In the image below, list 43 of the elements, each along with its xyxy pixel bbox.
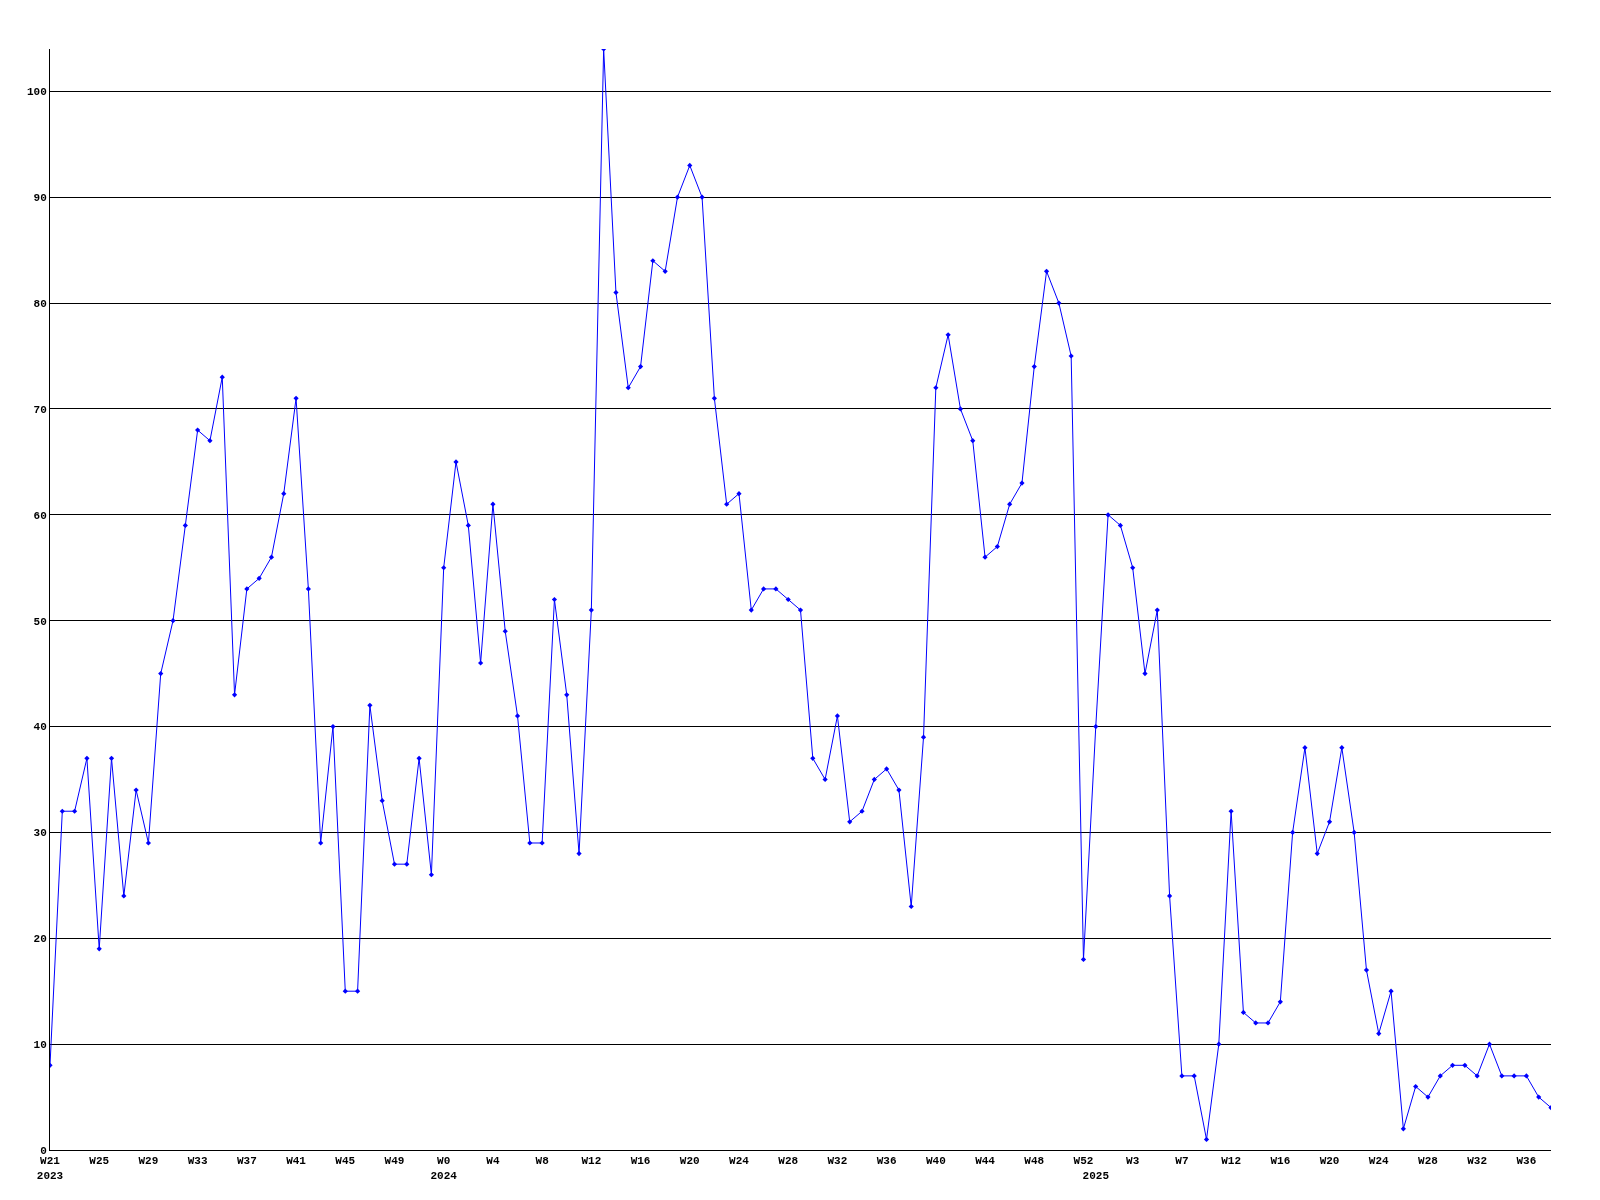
x-tick-label: W36 [876, 1155, 897, 1168]
x-tick-label: W3 [1126, 1155, 1140, 1168]
x-tick-label: W28 [778, 1155, 799, 1168]
x-tick-label: W20 [679, 1155, 700, 1168]
y-tick-label: 30 [33, 827, 47, 840]
x-tick-label: W28 [1418, 1155, 1439, 1168]
x-tick-label: W4 [486, 1155, 500, 1168]
x-tick-label: W36 [1516, 1155, 1537, 1168]
x-tick-label: W40 [925, 1155, 946, 1168]
y-tick-label: 60 [33, 509, 47, 522]
x-tick-label: W12 [581, 1155, 602, 1168]
x-tick-label: W49 [384, 1155, 405, 1168]
y-tick-label: 90 [33, 192, 47, 205]
y-tick-label: 20 [33, 933, 47, 946]
x-tick-label: W20 [1319, 1155, 1340, 1168]
x-tick-label: W0 2024 [430, 1155, 458, 1182]
x-tick-label: W41 [286, 1155, 307, 1168]
x-tick-label: W29 [138, 1155, 159, 1168]
x-tick-label: W16 [1270, 1155, 1291, 1168]
x-tick-label: W32 [827, 1155, 848, 1168]
y-tick-label: 40 [33, 721, 47, 734]
x-tick-label: W12 [1221, 1155, 1242, 1168]
x-tick-label: W24 [1368, 1155, 1390, 1168]
x-tick-label: W52 [1073, 1155, 1094, 1168]
x-tick-label: W48 [1024, 1155, 1045, 1168]
x-tick-label: W33 [187, 1155, 208, 1168]
x-tick-label: 2025 [1082, 1169, 1110, 1182]
x-tick-label: W7 [1175, 1155, 1189, 1168]
x-tick-label: W45 [335, 1155, 356, 1168]
y-tick-label: 100 [26, 86, 47, 99]
x-tick-label: W21 2023 [36, 1155, 64, 1182]
x-tick-label: W44 [975, 1155, 996, 1168]
y-tick-label: 50 [33, 615, 47, 628]
x-tick-label: W24 [729, 1155, 750, 1168]
x-tick-label: W16 [630, 1155, 651, 1168]
y-tick-label: 80 [33, 297, 47, 310]
x-tick-label: W25 [89, 1155, 110, 1168]
x-tick-label: W32 [1467, 1155, 1488, 1168]
y-tick-label: 10 [33, 1038, 47, 1051]
x-tick-label: W37 [236, 1155, 257, 1168]
y-tick-label: 70 [33, 403, 47, 416]
x-tick-label: W8 [535, 1155, 550, 1168]
y-tick-label: 0 [40, 1144, 47, 1157]
